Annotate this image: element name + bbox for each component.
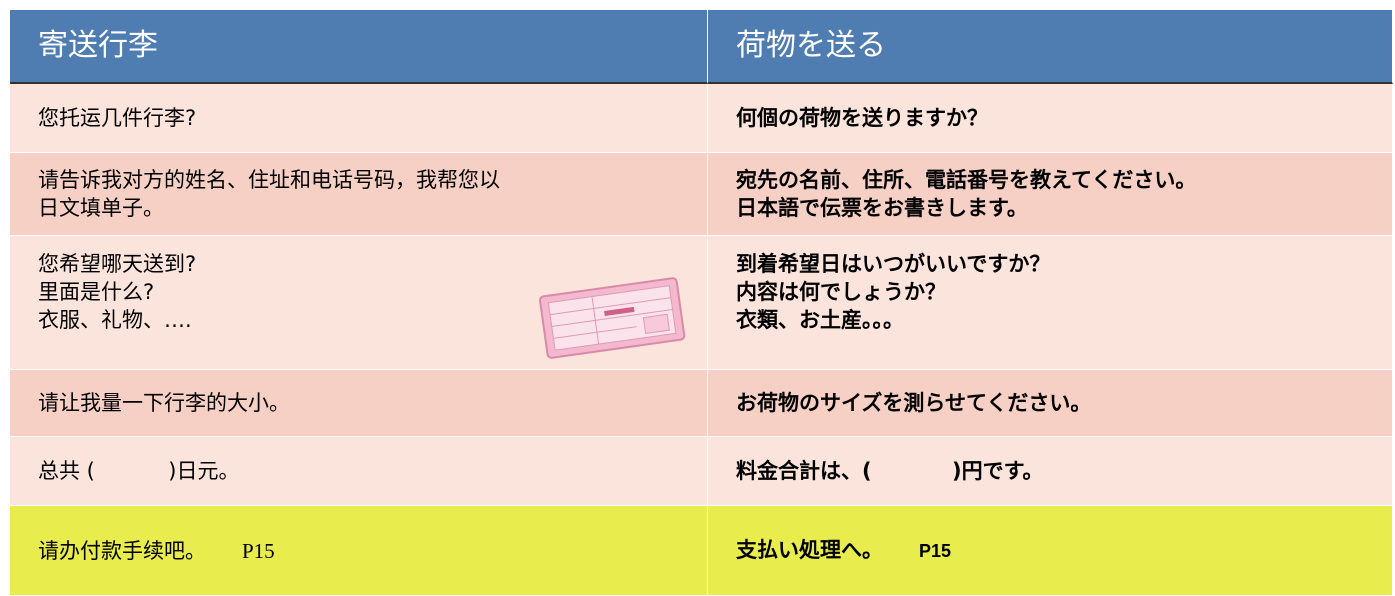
cell-text: 您希望哪天送到?: [38, 252, 197, 276]
cell-text: 请让我量一下行李的大小。: [38, 391, 290, 415]
cell-text: 请办付款手续吧。 P15: [38, 537, 707, 565]
table-cell: 总共 ( )日元。: [10, 437, 708, 506]
table-cell: 料金合計は、( )円です。: [708, 437, 1393, 506]
cell-text: 里面是什么?: [38, 280, 155, 304]
cell-text: 日本語で伝票をお書きします。: [736, 196, 1028, 220]
waybill-illustration: [539, 277, 686, 359]
cell-text: 衣服、礼物、….: [38, 308, 192, 332]
cell-text: 衣類、お土産。。。: [736, 308, 904, 332]
cell-text: 到着希望日はいつがいいですか？: [736, 252, 1051, 276]
cell-text: 宛先の名前、住所、電話番号を教えてください。: [736, 168, 1197, 192]
page-ref: P15: [919, 541, 952, 561]
cell-text: 您托运几件行李?: [38, 106, 197, 130]
cell-text: お荷物のサイズを測らせてください。: [736, 391, 1092, 415]
header-cell: 荷物を送る: [708, 10, 1393, 84]
header-text: 寄送行李: [38, 28, 158, 63]
page-ref: P15: [242, 538, 275, 563]
cell-text: 请告诉我对方的姓名、住址和电话号码，我帮您以: [38, 168, 500, 192]
table-cell: 到着希望日はいつがいいですか？ 内容は何でしょうか？ 衣類、お土産。。。: [708, 236, 1393, 370]
table-cell: 何個の荷物を送りますか？: [708, 84, 1393, 153]
table-cell: 支払い処理へ。 P15: [708, 506, 1393, 596]
cell-text: 内容は何でしょうか？: [736, 280, 946, 304]
cell-text: 支払い処理へ。: [736, 538, 883, 562]
header-text: 荷物を送る: [736, 28, 886, 63]
table-cell: 宛先の名前、住所、電話番号を教えてください。 日本語で伝票をお書きします。: [708, 153, 1393, 236]
cell-text: 总共 ( )日元。: [38, 459, 240, 483]
cell-text: 日文填单子。: [38, 196, 164, 220]
table-cell: お荷物のサイズを測らせてください。: [708, 370, 1393, 437]
table-cell: 请告诉我对方的姓名、住址和电话号码，我帮您以 日文填单子。: [10, 153, 708, 236]
cell-text: 料金合計は、( )円です。: [736, 459, 1044, 483]
cell-text: 支払い処理へ。 P15: [736, 536, 1392, 565]
cell-text: 请办付款手续吧。: [38, 538, 206, 563]
table-cell: 您托运几件行李?: [10, 84, 708, 153]
header-cell: 寄送行李: [10, 10, 708, 84]
table-cell: 请让我量一下行李的大小。: [10, 370, 708, 437]
cell-text: 何個の荷物を送りますか？: [736, 106, 988, 130]
table-cell: 请办付款手续吧。 P15: [10, 506, 708, 596]
